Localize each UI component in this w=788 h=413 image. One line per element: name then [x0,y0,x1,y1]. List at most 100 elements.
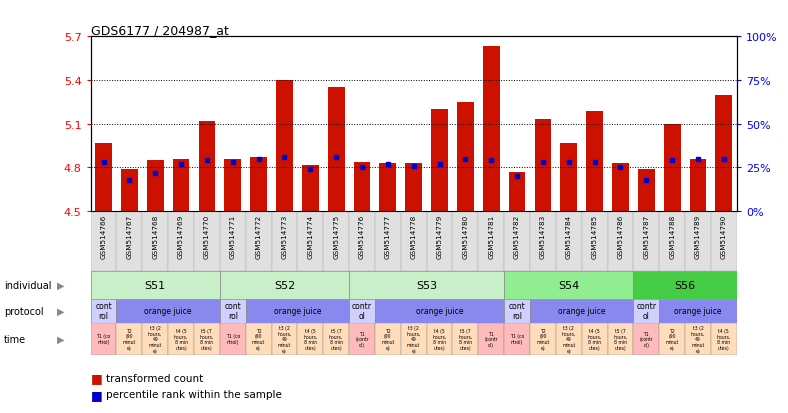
Bar [530,299,634,323]
Bar [147,161,164,211]
Bar [634,211,660,271]
Bar [349,299,375,323]
Bar [608,323,634,355]
Text: percentile rank within the sample: percentile rank within the sample [106,389,282,399]
Text: t3 (2
hours,
49
minut
e): t3 (2 hours, 49 minut e) [691,325,705,353]
Text: protocol: protocol [4,306,43,316]
Text: GSM514772: GSM514772 [255,215,262,259]
Bar [117,211,143,271]
Text: GSM514770: GSM514770 [204,215,210,259]
Text: T1 (co
ntrol): T1 (co ntrol) [510,334,524,344]
Bar [478,211,504,271]
Text: orange juice: orange juice [273,306,322,315]
Bar [91,271,220,299]
Text: orange juice: orange juice [675,306,722,315]
Text: orange juice: orange juice [144,306,192,315]
Bar [168,323,194,355]
Bar [560,143,577,211]
Text: t3 (2
hours,
49
minut
e): t3 (2 hours, 49 minut e) [148,325,162,353]
Bar [220,271,349,299]
Bar [660,211,685,271]
Bar [246,299,349,323]
Bar [349,323,375,355]
Text: GSM514789: GSM514789 [695,215,701,259]
Text: T2
(90
minut
e): T2 (90 minut e) [252,328,266,350]
Bar [121,169,138,211]
Bar [276,81,293,211]
Text: ▶: ▶ [57,306,65,316]
Text: cont
rol: cont rol [225,301,241,320]
Bar [685,211,711,271]
Bar [323,323,349,355]
Text: individual: individual [4,280,51,290]
Bar [272,211,297,271]
Text: GSM514786: GSM514786 [618,215,623,259]
Text: GSM514779: GSM514779 [437,215,443,259]
Text: S54: S54 [558,280,579,290]
Bar [634,271,737,299]
Text: T1
(contr
ol): T1 (contr ol) [640,331,653,347]
Bar [375,299,504,323]
Text: GSM514781: GSM514781 [489,215,494,259]
Bar [251,158,267,211]
Bar [220,211,246,271]
Text: GSM514769: GSM514769 [178,215,184,259]
Bar [349,271,504,299]
Text: GSM514773: GSM514773 [281,215,288,259]
Bar [426,323,452,355]
Text: t4 (5
hours,
8 min
utes): t4 (5 hours, 8 min utes) [174,328,188,350]
Text: time: time [4,334,26,344]
Text: GSM514768: GSM514768 [152,215,158,259]
Bar [323,211,349,271]
Text: orange juice: orange juice [558,306,605,315]
Bar [302,165,318,211]
Text: T2
(90
minut
e): T2 (90 minut e) [666,328,678,350]
Text: T2
(90
minut
e): T2 (90 minut e) [381,328,395,350]
Bar [504,211,530,271]
Bar [246,211,272,271]
Bar [173,159,189,211]
Bar [660,323,685,355]
Text: GSM514788: GSM514788 [669,215,675,259]
Bar [375,323,401,355]
Text: cont
rol: cont rol [509,301,526,320]
Bar [91,323,117,355]
Bar [504,271,634,299]
Bar [375,211,401,271]
Text: t3 (2
hours,
49
minut
e): t3 (2 hours, 49 minut e) [407,325,421,353]
Bar [452,323,478,355]
Bar [634,299,660,323]
Text: T1 (co
ntrol): T1 (co ntrol) [96,334,111,344]
Bar [504,299,530,323]
Text: GSM514777: GSM514777 [385,215,391,259]
Text: GSM514766: GSM514766 [101,215,106,259]
Text: cont
rol: cont rol [95,301,112,320]
Bar [168,211,194,271]
Text: t3 (2
hours,
49
minut
e): t3 (2 hours, 49 minut e) [562,325,576,353]
Bar [95,143,112,211]
Text: GSM514785: GSM514785 [592,215,597,259]
Text: GSM514780: GSM514780 [463,215,468,259]
Bar [246,323,272,355]
Text: T1
(contr
ol): T1 (contr ol) [355,331,369,347]
Bar [225,159,241,211]
Bar [91,211,117,271]
Text: GSM514776: GSM514776 [359,215,365,259]
Bar [478,323,504,355]
Text: GSM514782: GSM514782 [514,215,520,259]
Bar [452,211,478,271]
Text: S53: S53 [416,280,437,290]
Text: t3 (2
hours,
49
minut
e): t3 (2 hours, 49 minut e) [277,325,292,353]
Bar [663,124,681,211]
Text: S52: S52 [274,280,295,290]
Text: GSM514778: GSM514778 [411,215,417,259]
Bar [380,164,396,211]
Bar [483,47,500,211]
Bar [199,121,215,211]
Bar [457,102,474,211]
Text: transformed count: transformed count [106,373,203,383]
Text: GSM514774: GSM514774 [307,215,314,259]
Text: T1 (co
ntrol): T1 (co ntrol) [225,334,240,344]
Bar [354,162,370,211]
Bar [711,211,737,271]
